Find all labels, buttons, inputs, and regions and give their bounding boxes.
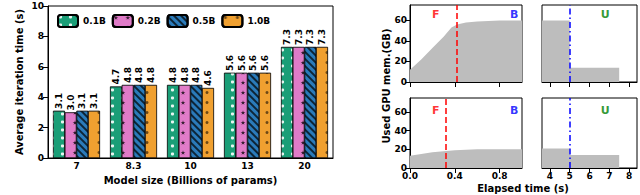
svg-text:0.8: 0.8 — [492, 171, 508, 181]
svg-text:6: 6 — [38, 62, 44, 72]
svg-text:20: 20 — [298, 161, 311, 171]
svg-text:3.1: 3.1 — [54, 93, 64, 109]
svg-text:8: 8 — [626, 171, 632, 181]
svg-text:40: 40 — [394, 36, 407, 46]
svg-text:4.8: 4.8 — [123, 67, 133, 83]
svg-text:60: 60 — [394, 15, 407, 25]
svg-text:60: 60 — [394, 107, 407, 117]
svg-text:4.8: 4.8 — [191, 67, 201, 83]
svg-text:7.3: 7.3 — [317, 29, 327, 45]
svg-text:4.8: 4.8 — [168, 67, 178, 83]
svg-text:3.1: 3.1 — [77, 93, 87, 109]
svg-text:7.3: 7.3 — [282, 29, 292, 45]
svg-text:5: 5 — [567, 171, 573, 181]
svg-text:Average iteration time (s): Average iteration time (s) — [14, 9, 25, 155]
svg-text:0.2B: 0.2B — [138, 16, 161, 26]
svg-text:F: F — [432, 8, 440, 21]
svg-text:5.6: 5.6 — [260, 55, 270, 71]
svg-text:7.3: 7.3 — [294, 29, 304, 45]
svg-text:7.3: 7.3 — [305, 29, 315, 45]
svg-text:0: 0 — [401, 77, 407, 87]
svg-text:3.1: 3.1 — [89, 93, 99, 109]
svg-text:6: 6 — [586, 171, 592, 181]
svg-text:U: U — [601, 104, 610, 117]
svg-text:5.6: 5.6 — [225, 55, 235, 71]
svg-text:Used GPU mem.(GB): Used GPU mem.(GB) — [381, 28, 392, 143]
svg-text:10: 10 — [31, 1, 44, 11]
svg-text:7: 7 — [73, 161, 79, 171]
svg-text:0: 0 — [400, 163, 407, 173]
svg-text:7: 7 — [606, 171, 612, 181]
svg-text:8.3: 8.3 — [126, 161, 142, 171]
svg-text:2: 2 — [38, 123, 44, 133]
svg-text:Model size (Billions of params: Model size (Billions of params) — [104, 175, 278, 186]
svg-text:13: 13 — [241, 161, 254, 171]
svg-text:10: 10 — [184, 161, 197, 171]
svg-text:3.0: 3.0 — [66, 94, 76, 110]
svg-text:40: 40 — [394, 126, 407, 136]
svg-text:0.1B: 0.1B — [83, 16, 106, 26]
svg-text:5.6: 5.6 — [237, 55, 247, 71]
svg-text:U: U — [601, 8, 610, 21]
svg-text:4.6: 4.6 — [203, 70, 213, 86]
svg-text:4.8: 4.8 — [134, 67, 144, 83]
svg-text:8: 8 — [38, 31, 44, 41]
svg-text:20: 20 — [394, 56, 407, 66]
svg-text:F: F — [432, 104, 440, 117]
svg-text:0.5B: 0.5B — [193, 16, 216, 26]
svg-text:4.8: 4.8 — [146, 67, 156, 83]
svg-text:B: B — [510, 104, 518, 117]
svg-text:4.8: 4.8 — [180, 67, 190, 83]
svg-text:4: 4 — [547, 171, 553, 181]
svg-text:5.6: 5.6 — [248, 55, 258, 71]
svg-text:0.0: 0.0 — [402, 171, 418, 181]
svg-text:4.7: 4.7 — [111, 69, 121, 85]
svg-text:0: 0 — [38, 153, 44, 163]
svg-text:20: 20 — [394, 144, 407, 154]
svg-text:Elapsed time (s): Elapsed time (s) — [477, 183, 569, 194]
svg-text:B: B — [510, 8, 518, 21]
svg-text:4: 4 — [38, 92, 44, 102]
svg-text:1.0B: 1.0B — [247, 16, 270, 26]
svg-text:0.4: 0.4 — [447, 171, 463, 181]
